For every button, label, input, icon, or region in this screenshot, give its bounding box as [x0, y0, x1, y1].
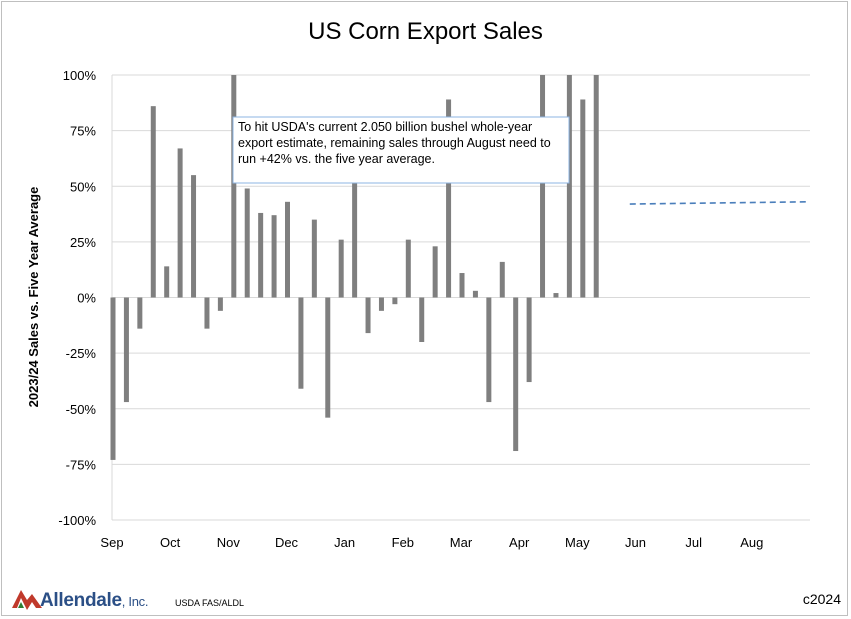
- x-tick-label: Jul: [685, 535, 702, 550]
- bar: [164, 266, 170, 298]
- bar: [392, 297, 398, 305]
- allendale-logo: Allendale, Inc.: [40, 590, 149, 611]
- x-tick-label: May: [565, 535, 590, 550]
- bar: [566, 75, 572, 298]
- bar: [499, 261, 505, 298]
- bars: [110, 75, 599, 460]
- x-tick-label: Apr: [509, 535, 530, 550]
- x-tick-label: Nov: [217, 535, 241, 550]
- bar: [258, 212, 264, 298]
- y-tick-label: -25%: [66, 346, 97, 361]
- x-tick-labels: Sep Oct Nov Dec Jan Feb Mar Apr May Jun Jul Aug: [100, 535, 763, 550]
- bar: [472, 290, 478, 298]
- x-tick-label: Mar: [450, 535, 473, 550]
- x-tick-label: Oct: [160, 535, 181, 550]
- bar: [311, 219, 317, 298]
- y-tick-label: -50%: [66, 402, 97, 417]
- bar: [217, 297, 223, 311]
- bar: [244, 188, 250, 298]
- y-tick-label: 50%: [70, 179, 96, 194]
- x-tick-label: Dec: [275, 535, 299, 550]
- bar: [123, 297, 129, 403]
- bar: [137, 297, 143, 329]
- y-tick-label: 100%: [63, 68, 97, 83]
- y-tick-label: 0%: [77, 291, 96, 306]
- y-tick-labels: -100% -75% -50% -25% 0% 25% 50% 75% 100%: [58, 68, 96, 528]
- chart-title: US Corn Export Sales: [308, 18, 543, 45]
- bar: [580, 99, 586, 298]
- bar: [432, 246, 438, 298]
- bar: [204, 297, 210, 329]
- source-note: USDA FAS/ALDL: [175, 598, 245, 608]
- bar: [486, 297, 492, 403]
- bar: [459, 273, 465, 298]
- bar: [593, 75, 599, 298]
- annotation-text: To hit USDA's current 2.050 billion bush…: [238, 120, 551, 166]
- bar: [365, 297, 371, 334]
- bar: [285, 201, 290, 298]
- x-tick-label: Feb: [392, 535, 414, 550]
- x-tick-label: Aug: [740, 535, 763, 550]
- bar: [271, 215, 277, 298]
- bar: [446, 99, 452, 298]
- bar: [325, 297, 331, 418]
- annotation-box: To hit USDA's current 2.050 billion bush…: [232, 116, 570, 184]
- x-tick-label: Jun: [625, 535, 646, 550]
- x-tick-label: Jan: [334, 535, 355, 550]
- bar: [419, 297, 425, 342]
- bar: [110, 297, 116, 460]
- bar: [150, 106, 156, 298]
- x-tick-label: Sep: [100, 535, 123, 550]
- bar: [352, 181, 358, 298]
- bar: [378, 297, 384, 311]
- projection-line: [629, 201, 808, 205]
- y-tick-label: -75%: [66, 457, 97, 472]
- y-tick-label: -100%: [58, 513, 96, 528]
- allendale-logo-icon: [12, 590, 42, 610]
- bar: [513, 297, 519, 452]
- bar: [540, 75, 546, 298]
- bar: [177, 148, 183, 298]
- bar: [338, 239, 344, 298]
- y-axis-label: 2023/24 Sales vs. Five Year Average: [26, 187, 41, 408]
- y-tick-label: 75%: [70, 124, 96, 139]
- year-note: c2024: [802, 591, 841, 607]
- bar: [526, 297, 532, 383]
- bar: [231, 75, 237, 298]
- bar: [405, 239, 411, 298]
- y-tick-label: 25%: [70, 235, 96, 250]
- bar: [553, 293, 559, 298]
- bar: [298, 297, 304, 389]
- bar: [191, 175, 197, 298]
